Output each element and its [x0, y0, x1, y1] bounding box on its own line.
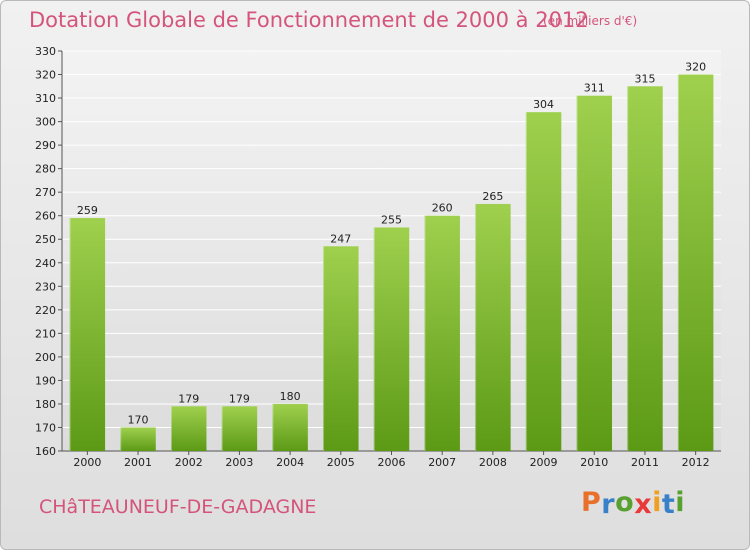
y-tick-label: 250 — [35, 233, 56, 246]
value-label: 180 — [280, 390, 301, 403]
logo-letter: i — [652, 487, 662, 518]
bar[interactable] — [576, 95, 613, 452]
x-tick-label: 2007 — [428, 456, 456, 469]
value-label: 179 — [178, 392, 199, 405]
value-label: 255 — [381, 213, 402, 226]
bar-layer — [69, 74, 714, 452]
bar[interactable] — [475, 203, 511, 451]
label-layer: 259 170 179 179 180 247 255 260 265 304 311 315 320 — [77, 61, 706, 427]
y-tick-label: 270 — [35, 186, 56, 199]
bar[interactable] — [221, 406, 258, 451]
logo-letter: t — [661, 489, 676, 520]
logo-letter: o — [615, 487, 635, 518]
y-tick-label: 210 — [35, 327, 56, 340]
y-tick-label: 320 — [35, 69, 56, 82]
y-tick-label: 180 — [35, 398, 56, 411]
x-tick-label: 2003 — [225, 456, 253, 469]
y-tick-label: 330 — [35, 45, 56, 58]
y-tick-label: 190 — [35, 374, 56, 387]
y-tick-label: 200 — [35, 351, 56, 364]
x-tick-label: 2005 — [327, 456, 355, 469]
x-tick-label: 2011 — [631, 456, 659, 469]
y-tick-label: 170 — [35, 421, 56, 434]
value-label: 304 — [533, 98, 554, 111]
logo-letter: x — [634, 489, 653, 520]
bar[interactable] — [424, 215, 460, 451]
x-tick-label: 2008 — [479, 456, 507, 469]
y-tick-label: 160 — [35, 445, 56, 458]
value-label: 179 — [229, 392, 250, 405]
x-tick-label: 2009 — [530, 456, 558, 469]
y-tick-label: 260 — [35, 210, 56, 223]
axis-layer: 160 170 180 190 200 210 220 230 240 250 260 270 280 2… — [35, 45, 721, 469]
bar[interactable] — [120, 427, 156, 451]
value-label: 315 — [634, 72, 655, 85]
value-label: 320 — [685, 61, 706, 74]
bar[interactable] — [525, 112, 562, 452]
chart-title: Dotation Globale de Fonctionnement de 20… — [29, 8, 589, 32]
bar[interactable] — [323, 246, 359, 451]
value-label: 311 — [584, 82, 605, 95]
unit-label: (en milliers d'€) — [543, 14, 638, 28]
proxiti-logo[interactable]: Proxiti — [581, 487, 686, 520]
bar[interactable] — [627, 86, 663, 451]
x-tick-label: 2002 — [175, 456, 203, 469]
commune-name: CHâTEAUNEUF-DE-GADAGNE — [39, 496, 317, 518]
value-label: 260 — [432, 202, 453, 215]
y-tick-label: 230 — [35, 280, 56, 293]
x-tick-label: 2001 — [124, 456, 152, 469]
x-tick-label: 2010 — [580, 456, 608, 469]
bar[interactable] — [677, 74, 714, 451]
bar[interactable] — [373, 227, 410, 451]
x-tick-label: 2000 — [73, 456, 101, 469]
value-label: 170 — [128, 413, 149, 426]
value-label: 265 — [482, 190, 503, 203]
value-label: 247 — [330, 232, 351, 245]
logo-letter: P — [581, 487, 602, 518]
bar[interactable] — [69, 218, 106, 451]
logo-letter: r — [601, 489, 616, 520]
logo-letter: i — [675, 487, 686, 518]
x-tick-label: 2012 — [682, 456, 710, 469]
y-tick-label: 300 — [35, 116, 56, 129]
y-tick-label: 310 — [35, 92, 56, 105]
y-tick-label: 240 — [35, 257, 56, 270]
y-tick-label: 290 — [35, 139, 56, 152]
x-tick-label: 2006 — [378, 456, 406, 469]
value-label: 259 — [77, 204, 98, 217]
bar[interactable] — [170, 406, 207, 451]
x-tick-label: 2004 — [276, 456, 304, 469]
bar[interactable] — [272, 403, 308, 451]
y-tick-label: 280 — [35, 163, 56, 176]
y-tick-label: 220 — [35, 304, 56, 317]
